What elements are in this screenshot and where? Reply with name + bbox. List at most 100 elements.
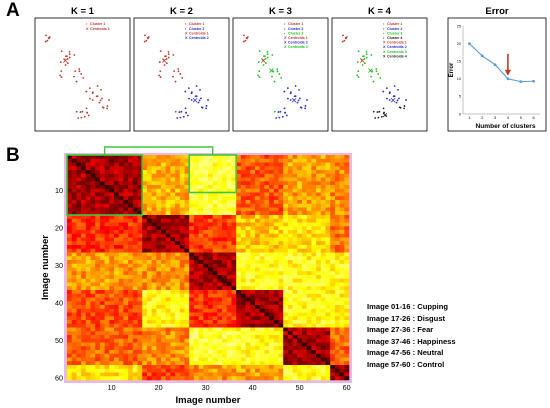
heatmap-cell bbox=[226, 248, 232, 253]
heatmap-cell bbox=[306, 260, 312, 265]
heatmap-cell bbox=[259, 372, 265, 377]
heatmap-cell bbox=[264, 278, 270, 283]
heatmap-cell bbox=[330, 350, 336, 355]
heatmap-cell bbox=[114, 185, 119, 190]
heatmap-x-tick: 60 bbox=[343, 383, 351, 392]
heatmap-cell bbox=[198, 233, 204, 238]
heatmap-cell bbox=[320, 233, 326, 238]
heatmap-cell bbox=[297, 241, 303, 246]
heatmap-cell bbox=[193, 361, 199, 366]
heatmap-cell bbox=[132, 316, 138, 321]
heatmap-cell bbox=[278, 155, 284, 160]
heatmap-cell bbox=[156, 170, 162, 175]
heatmap-cell bbox=[85, 275, 91, 280]
heatmap-cell bbox=[240, 245, 246, 250]
heatmap-cell bbox=[95, 278, 101, 283]
heatmap-cell bbox=[203, 252, 209, 257]
heatmap-cell bbox=[325, 312, 331, 317]
heatmap-cell bbox=[137, 177, 143, 182]
heatmap-cell bbox=[137, 173, 143, 178]
heatmap-cell bbox=[302, 301, 307, 306]
heatmap-cell bbox=[222, 282, 228, 287]
heatmap-cell bbox=[259, 256, 265, 261]
heatmap-cell bbox=[95, 353, 101, 358]
heatmap-cell bbox=[250, 252, 256, 257]
heatmap-cell bbox=[184, 158, 190, 163]
heatmap-cell bbox=[316, 316, 322, 321]
heatmap-cell bbox=[198, 256, 204, 261]
heatmap-cell bbox=[273, 233, 279, 238]
heatmap-cell bbox=[118, 252, 124, 257]
heatmap-cell bbox=[179, 256, 185, 261]
heatmap-cell bbox=[193, 320, 199, 325]
heatmap-cell bbox=[123, 301, 129, 306]
heatmap-cell bbox=[132, 192, 138, 197]
heatmap-cell bbox=[245, 372, 251, 377]
heatmap-cell bbox=[90, 267, 96, 272]
heatmap-cell bbox=[212, 252, 218, 257]
heatmap-cell bbox=[151, 301, 157, 306]
heatmap-cell bbox=[222, 365, 228, 370]
heatmap-cell bbox=[170, 278, 176, 283]
heatmap-cell bbox=[71, 320, 77, 325]
heatmap-cell bbox=[334, 282, 340, 287]
heatmap-cell bbox=[259, 331, 265, 336]
heatmap-cell bbox=[142, 263, 148, 268]
heatmap-cell bbox=[273, 376, 279, 381]
heatmap-cell bbox=[95, 293, 101, 298]
heatmap-cell bbox=[104, 215, 110, 220]
heatmap-cell bbox=[283, 200, 289, 205]
heatmap-cell bbox=[292, 218, 298, 223]
subplot-frame bbox=[34, 17, 131, 132]
heatmap-cell bbox=[269, 226, 275, 231]
heatmap-cell bbox=[250, 192, 256, 197]
heatmap-cell bbox=[95, 203, 101, 208]
heatmap-cell bbox=[179, 155, 185, 160]
heatmap-cell bbox=[71, 312, 77, 317]
heatmap-cell bbox=[104, 218, 110, 223]
heatmap-cell bbox=[255, 271, 260, 276]
data-point bbox=[199, 88, 201, 91]
heatmap-cell bbox=[114, 323, 119, 328]
heatmap-cell bbox=[76, 290, 82, 295]
heatmap-cell bbox=[283, 278, 289, 283]
heatmap-cell bbox=[255, 316, 260, 321]
heatmap-cell bbox=[104, 271, 110, 276]
heatmap-cell bbox=[344, 260, 350, 265]
heatmap-cell bbox=[104, 263, 110, 268]
heatmap-cell bbox=[222, 305, 228, 310]
heatmap-cell bbox=[217, 196, 223, 201]
heatmap-cell bbox=[123, 263, 129, 268]
heatmap-cell bbox=[85, 248, 91, 253]
heatmap-cell bbox=[109, 368, 115, 373]
data-point bbox=[403, 107, 405, 110]
heatmap-cell bbox=[287, 177, 293, 182]
heatmap-cell bbox=[259, 252, 265, 257]
heatmap-cell bbox=[259, 162, 265, 167]
heatmap-cell bbox=[302, 248, 307, 253]
heatmap-cell bbox=[226, 282, 232, 287]
heatmap-cell bbox=[269, 215, 275, 220]
data-point bbox=[100, 88, 102, 91]
heatmap-cell bbox=[278, 260, 284, 265]
heatmap-cell bbox=[273, 308, 279, 313]
heatmap-cell bbox=[109, 278, 115, 283]
heatmap-cell bbox=[292, 173, 298, 178]
heatmap-cell bbox=[165, 357, 171, 362]
heatmap-cell bbox=[311, 301, 317, 306]
heatmap-cell bbox=[71, 188, 77, 193]
heatmap-cell bbox=[104, 342, 110, 347]
heatmap-cell bbox=[311, 200, 317, 205]
heatmap-cell bbox=[137, 305, 143, 310]
heatmap-cell bbox=[320, 286, 326, 291]
heatmap-cell bbox=[128, 293, 134, 298]
heatmap-cell bbox=[109, 353, 115, 358]
heatmap-cell bbox=[85, 263, 91, 268]
heatmap-cell bbox=[165, 233, 171, 238]
heatmap-cell bbox=[287, 286, 293, 291]
heatmap-cell bbox=[231, 335, 237, 340]
heatmap-cell bbox=[344, 237, 350, 242]
heatmap-cell bbox=[226, 233, 232, 238]
heatmap-cell bbox=[292, 316, 298, 321]
heatmap-cell bbox=[90, 323, 96, 328]
